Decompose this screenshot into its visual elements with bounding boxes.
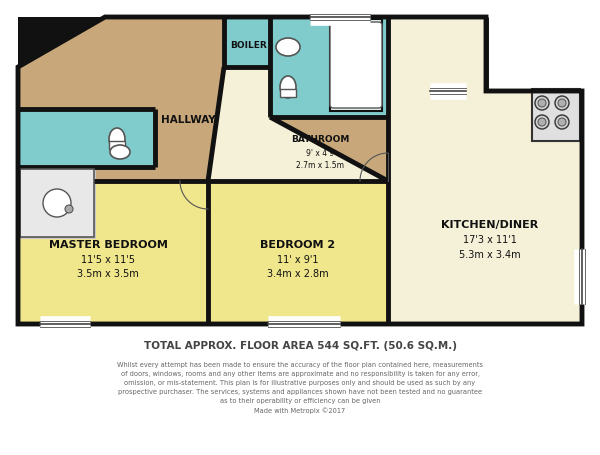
Text: TOTAL APPROX. FLOOR AREA 544 SQ.FT. (50.6 SQ.M.): TOTAL APPROX. FLOOR AREA 544 SQ.FT. (50.… bbox=[143, 340, 457, 350]
Polygon shape bbox=[18, 182, 208, 324]
FancyBboxPatch shape bbox=[330, 23, 382, 109]
Text: 5.3m x 3.4m: 5.3m x 3.4m bbox=[459, 249, 521, 259]
Polygon shape bbox=[18, 167, 96, 239]
Circle shape bbox=[538, 119, 546, 127]
Bar bbox=[330, 20, 382, 112]
Bar bbox=[280, 90, 296, 98]
Text: 11'5 x 11'5: 11'5 x 11'5 bbox=[81, 254, 135, 264]
Text: Whilst every attempt has been made to ensure the accuracy of the floor plan cont: Whilst every attempt has been made to en… bbox=[117, 361, 483, 413]
Polygon shape bbox=[18, 18, 105, 68]
Ellipse shape bbox=[276, 39, 300, 57]
Text: 3.4m x 2.8m: 3.4m x 2.8m bbox=[267, 268, 329, 278]
Circle shape bbox=[555, 97, 569, 111]
Circle shape bbox=[558, 100, 566, 108]
Polygon shape bbox=[388, 18, 582, 324]
Bar bbox=[20, 170, 94, 238]
Text: MASTER BEDROOM: MASTER BEDROOM bbox=[49, 239, 167, 249]
Polygon shape bbox=[270, 18, 388, 118]
Polygon shape bbox=[224, 18, 270, 68]
Circle shape bbox=[538, 100, 546, 108]
Polygon shape bbox=[18, 18, 582, 324]
Polygon shape bbox=[18, 182, 208, 324]
Circle shape bbox=[535, 116, 549, 130]
Polygon shape bbox=[208, 182, 388, 324]
Circle shape bbox=[43, 190, 71, 217]
Polygon shape bbox=[18, 18, 582, 324]
Text: 9' x 4'9: 9' x 4'9 bbox=[306, 149, 334, 158]
Text: KITCHEN/DINER: KITCHEN/DINER bbox=[442, 219, 539, 229]
Text: 11' x 9'1: 11' x 9'1 bbox=[277, 254, 319, 264]
Ellipse shape bbox=[109, 129, 125, 151]
Text: HALLWAY: HALLWAY bbox=[161, 115, 215, 125]
Polygon shape bbox=[388, 18, 582, 324]
Ellipse shape bbox=[110, 146, 130, 160]
Text: 3.5m x 3.5m: 3.5m x 3.5m bbox=[77, 268, 139, 278]
Text: 2.7m x 1.5m: 2.7m x 1.5m bbox=[296, 160, 344, 169]
Circle shape bbox=[65, 206, 73, 213]
Circle shape bbox=[558, 119, 566, 127]
Circle shape bbox=[535, 97, 549, 111]
Bar bbox=[109, 142, 125, 150]
Polygon shape bbox=[208, 182, 388, 324]
Text: 17'3 x 11'1: 17'3 x 11'1 bbox=[463, 234, 517, 244]
Text: BOILER: BOILER bbox=[230, 40, 266, 50]
Ellipse shape bbox=[280, 77, 296, 99]
Polygon shape bbox=[18, 18, 224, 182]
Circle shape bbox=[555, 116, 569, 130]
Polygon shape bbox=[18, 110, 155, 167]
Text: BATHROOM: BATHROOM bbox=[291, 135, 349, 144]
Text: BEDROOM 2: BEDROOM 2 bbox=[260, 239, 335, 249]
Bar bbox=[532, 90, 580, 142]
Polygon shape bbox=[270, 18, 486, 182]
